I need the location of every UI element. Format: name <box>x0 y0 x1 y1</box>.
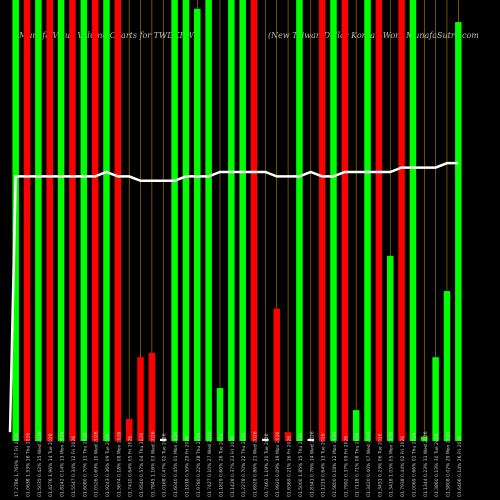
x-tick-label: 01.6080 0.70% 11 Thu 2026 <box>82 433 88 497</box>
x-tick-label: 01.9243 0.36% 09 Tue 2026 <box>105 433 111 497</box>
volume-bar <box>409 0 417 441</box>
x-tick-label: 01.5035 0.42% 15 Wed 2026 <box>37 431 43 497</box>
x-tick-label: 01.5800 0.18% 12 Mon 2026 <box>332 432 338 497</box>
x-tick-label: 01.9780 0.22% 28 Thu 2026 <box>196 433 202 497</box>
x-tick-label: 01.0069 0.66% 01 Thu 2026 <box>411 433 417 497</box>
volume-bar <box>375 0 383 441</box>
x-tick-label: 01.3420 0.40% 07 Wed 2026 <box>366 431 372 497</box>
volume-bar <box>171 0 178 441</box>
volume-bar <box>296 0 303 441</box>
volume-bar <box>318 0 326 441</box>
volume-bar <box>443 291 451 441</box>
volume-bar <box>250 0 258 441</box>
volume-bar <box>57 0 65 441</box>
volume-bar <box>148 352 156 441</box>
volume-bar <box>216 388 224 441</box>
x-tick-label: 01.0638 1.53% 16 Thu 2026 <box>26 433 32 497</box>
x-tick-label: 01.7118 0.71% 08 Thu 2026 <box>355 433 361 497</box>
volume-bar <box>159 438 167 441</box>
x-tick-label: 01.1428 0.37% 23 Fri 2026 <box>230 436 236 497</box>
volume-bar <box>137 357 144 441</box>
x-tick-label: 01.9540 0.57% 04 Thu 2026 <box>139 433 145 497</box>
volume-bar <box>69 0 76 441</box>
x-tick-label: 01.6040 0.45% 01 Mon 2026 <box>173 432 179 497</box>
x-axis-labels: 17.2786 1.763% 17 Fri 2026 01.0638 1.53% … <box>14 431 463 497</box>
x-tick-label: 01.8341 0.76% 14 Wed 2026 <box>309 431 315 497</box>
volume-bar <box>103 0 110 441</box>
volume-bar <box>341 0 349 441</box>
x-tick-label: 01.6406 0.14% 26 Fri 2026 <box>457 436 463 497</box>
x-tick-label: 01.3860 0.13% 30 Tue 2026 <box>434 433 440 497</box>
volume-bar <box>262 438 269 441</box>
x-tick-label: 01.3418 1.05% 05 Mon 2026 <box>389 432 395 497</box>
volume-bar <box>205 0 212 441</box>
x-tick-label: 01.1829 0.60% 26 Tue 2026 <box>218 433 224 497</box>
x-tick-label: 01.0526 0.69% 10 Wed 2026 <box>94 431 100 497</box>
volume-bar <box>421 436 428 441</box>
volume-bar <box>194 8 201 441</box>
volume-bar <box>91 0 99 441</box>
x-tick-label: 01.7427 0.10% 27 Wed 2026 <box>207 431 213 497</box>
x-tick-label: 01.8242 0.14% 13 Mon 2026 <box>60 432 66 497</box>
volume-bar <box>398 0 405 441</box>
x-tick-label: 01.5674 0.18% 08 Mon 2026 <box>116 432 122 497</box>
volume-bar <box>284 432 292 441</box>
volume-bar <box>182 0 190 441</box>
volume-bar <box>273 308 280 441</box>
volume-bar <box>330 0 337 441</box>
x-tick-label: 01.5000 1.85% 15 Thu 2026 <box>298 433 304 497</box>
volume-bar <box>364 0 371 441</box>
x-tick-label: 01.2278 0.70% 22 Thu 2026 <box>241 433 247 497</box>
volume-bar <box>228 0 235 441</box>
chart-subtitle: (New Taiwan Dollar Korean Won) MunafaSut… <box>268 31 479 40</box>
x-tick-label: 17.2786 1.763% 17 Fri 2026 <box>14 433 20 497</box>
x-tick-label: 01.7410 0.64% 05 Fri 2026 <box>128 436 134 497</box>
volume-bar <box>455 22 462 442</box>
x-tick-label: 01.1344 0.23% 31 Wed 2026 <box>423 431 429 497</box>
x-tick-label: 01.6928 0.86% 21 Wed 2026 <box>253 431 259 497</box>
x-tick-label: 01.3451 0.23% 06 Tue 2026 <box>377 433 383 497</box>
volume-bar <box>46 0 53 441</box>
x-tick-label: 01.5808 0.02% 29 Mon 2026 <box>445 432 451 497</box>
volume-bar <box>307 438 315 441</box>
volume-bar <box>125 418 133 441</box>
volume-bar <box>23 0 31 441</box>
x-tick-label: 01.0168 0.47% 02 Tue 2026 <box>162 433 168 497</box>
x-tick-label: 01.1918 0.59% 29 Fri 2026 <box>184 436 190 497</box>
volume-bar <box>35 0 42 441</box>
volume-bar <box>80 0 88 441</box>
x-tick-label: 01.4276 1.96% 14 Tue 2026 <box>48 433 54 497</box>
volume-bar <box>239 0 246 441</box>
x-tick-label: 01.5547 0.34% 12 Fri 2026 <box>71 436 77 497</box>
x-tick-label: 01.7463 1.19% 20 Tue 2026 <box>264 433 270 497</box>
x-tick-label: 01.7938 0.44% 02 Fri 2026 <box>400 436 406 497</box>
x-tick-label: 01.7845 1.16% 03 Wed 2026 <box>150 431 156 497</box>
volume-bar <box>114 0 122 441</box>
volume-bar <box>352 410 360 441</box>
price-line <box>8 161 459 433</box>
x-tick-label: 01.1219 0.64% 13 Tue 2026 <box>321 433 327 497</box>
x-tick-label: 01.7992 0.37% 09 Fri 2026 <box>343 436 349 497</box>
x-tick-label: 01.6569 0.21% 16 Fri 2026 <box>287 436 293 497</box>
volume-bar <box>386 255 394 441</box>
x-tick-label: 01.9920 0.09% 19 Mon 2026 <box>275 432 281 497</box>
volume-bars <box>12 0 462 442</box>
volume-bar <box>432 357 439 441</box>
